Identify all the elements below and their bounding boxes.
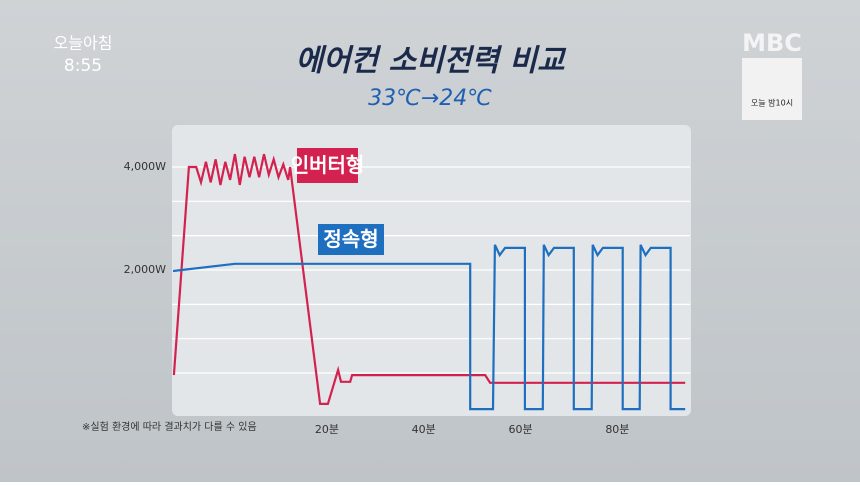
- series-line: [172, 153, 686, 405]
- chart-subtitle: 33℃→24℃: [368, 86, 492, 111]
- x-tick-label: 20분: [315, 423, 339, 436]
- x-tick-label: 80분: [605, 423, 629, 436]
- y-tick-label: 2,000W: [124, 263, 166, 276]
- series-line: [172, 244, 686, 411]
- promo-card: [742, 58, 802, 120]
- legend-box: [297, 148, 358, 183]
- legend-box: [318, 224, 384, 255]
- x-tick-label: 60분: [508, 423, 532, 436]
- footnote: ※실험 환경에 따라 결과치가 다를 수 있음: [82, 420, 257, 433]
- lines: [172, 153, 686, 411]
- chart-title: 에어컨 소비전력 비교: [295, 44, 567, 79]
- grid: [172, 166, 690, 374]
- x-tick-label: 40분: [412, 423, 436, 436]
- promo-text: 오늘 밤10시: [751, 98, 793, 108]
- legend-label: 인버터형: [291, 153, 365, 177]
- clock: 8:55: [64, 56, 102, 76]
- program-name: 오늘아침: [54, 34, 113, 53]
- y-tick-label: 4,000W: [124, 160, 166, 173]
- legend-label: 정속형: [323, 227, 378, 251]
- channel-logo: MBC: [742, 29, 802, 57]
